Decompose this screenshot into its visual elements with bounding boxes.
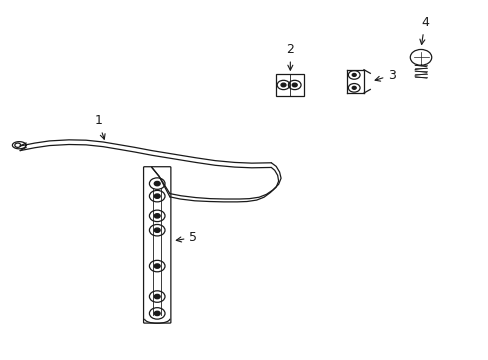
Circle shape: [154, 194, 160, 198]
Circle shape: [351, 73, 355, 76]
Circle shape: [154, 214, 160, 218]
Circle shape: [154, 311, 160, 316]
Circle shape: [154, 264, 160, 268]
Circle shape: [154, 181, 160, 186]
Circle shape: [154, 228, 160, 232]
Text: 3: 3: [374, 68, 395, 81]
FancyBboxPatch shape: [143, 167, 170, 323]
Circle shape: [281, 83, 285, 87]
Text: 1: 1: [94, 114, 105, 139]
Text: 4: 4: [419, 16, 428, 44]
Bar: [276, 74, 304, 96]
Text: 5: 5: [176, 231, 197, 244]
Circle shape: [292, 83, 297, 87]
Circle shape: [351, 86, 355, 89]
Circle shape: [154, 294, 160, 299]
Text: 2: 2: [286, 44, 294, 70]
